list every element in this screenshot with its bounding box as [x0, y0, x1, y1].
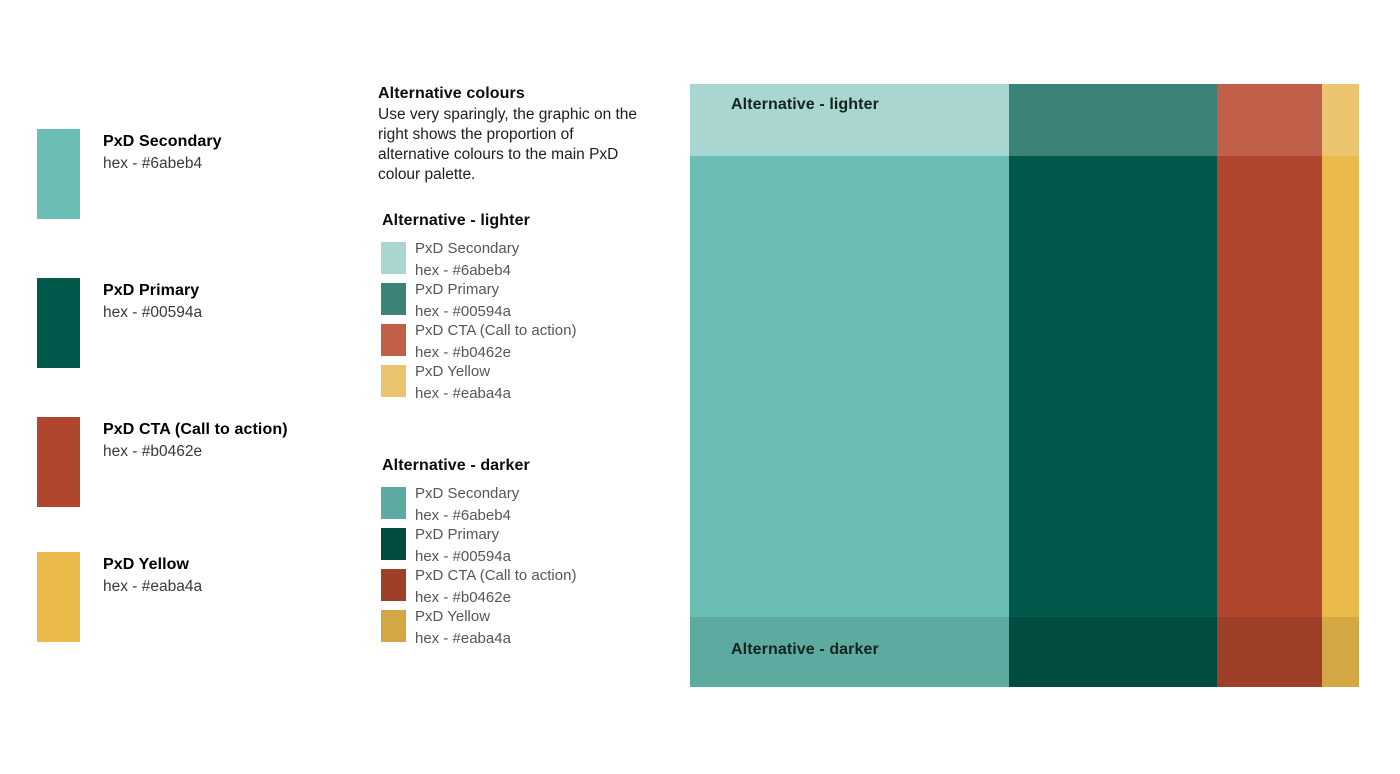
- color-hex: hex - #eaba4a: [103, 578, 203, 595]
- cta-text: PxD CTA (Call to action) hex - #b0462e: [103, 417, 288, 507]
- alternative-lighter-list: PxD Secondary hex - #6abeb4 PxD Primary …: [381, 240, 642, 406]
- color-hex: hex - #00594a: [103, 304, 203, 321]
- yellow-text: PxD Yellow hex - #eaba4a: [103, 552, 202, 642]
- darker-band-label: Alternative - darker: [731, 641, 879, 658]
- alternative-colours-description: Use very sparingly, the graphic on the r…: [378, 106, 638, 183]
- item-text: PxD Primary hex - #00594a: [415, 524, 511, 568]
- color-hex: hex - #6abeb4: [415, 507, 511, 524]
- alternative-lighter-title: Alternative - lighter: [382, 212, 530, 229]
- color-hex: hex - #b0462e: [415, 589, 511, 606]
- color-hex: hex - #b0462e: [415, 344, 511, 361]
- main-color-yellow: PxD Yellow hex - #eaba4a: [37, 552, 202, 642]
- main-color-secondary: PxD Secondary hex - #6abeb4: [37, 129, 222, 219]
- color-name: PxD CTA (Call to action): [103, 421, 288, 438]
- darker-yellow-swatch: [381, 610, 406, 642]
- color-hex: hex - #eaba4a: [415, 385, 511, 402]
- primary-lighter-segment: [1009, 84, 1218, 156]
- proportion-graphic: Alternative - lighter Alternative - dark…: [690, 84, 1359, 687]
- list-item: PxD Primary hex - #00594a: [381, 526, 642, 569]
- color-name: PxD Primary: [415, 281, 500, 298]
- secondary-swatch: [37, 129, 80, 219]
- cta-base-segment: [1217, 156, 1323, 617]
- color-hex: hex - #00594a: [415, 303, 511, 320]
- primary-darker-segment: [1009, 617, 1218, 687]
- yellow-base-segment: [1322, 156, 1359, 617]
- color-hex: hex - #6abeb4: [415, 262, 511, 279]
- yellow-swatch: [37, 552, 80, 642]
- alternative-darker-title: Alternative - darker: [382, 457, 530, 474]
- graphic-column-secondary: [690, 84, 1010, 687]
- yellow-darker-segment: [1322, 617, 1359, 687]
- lighter-band-label: Alternative - lighter: [731, 96, 879, 113]
- color-name: PxD CTA (Call to action): [415, 322, 577, 339]
- item-text: PxD CTA (Call to action) hex - #b0462e: [415, 565, 576, 609]
- list-item: PxD CTA (Call to action) hex - #b0462e: [381, 322, 642, 365]
- lighter-primary-swatch: [381, 283, 406, 315]
- list-item: PxD Yellow hex - #eaba4a: [381, 363, 642, 406]
- secondary-text: PxD Secondary hex - #6abeb4: [103, 129, 222, 219]
- darker-cta-swatch: [381, 569, 406, 601]
- color-name: PxD Yellow: [415, 608, 491, 625]
- secondary-darker-segment: [690, 617, 1010, 687]
- list-item: PxD Primary hex - #00594a: [381, 281, 642, 324]
- item-text: PxD Yellow hex - #eaba4a: [415, 361, 511, 405]
- color-name: PxD Yellow: [103, 556, 190, 573]
- item-text: PxD Primary hex - #00594a: [415, 279, 511, 323]
- lighter-yellow-swatch: [381, 365, 406, 397]
- color-hex: hex - #00594a: [415, 548, 511, 565]
- main-color-primary: PxD Primary hex - #00594a: [37, 278, 202, 368]
- list-item: PxD Secondary hex - #6abeb4: [381, 240, 642, 283]
- primary-base-segment: [1009, 156, 1218, 617]
- secondary-base-segment: [690, 156, 1010, 617]
- graphic-column-cta: [1217, 84, 1323, 687]
- color-name: PxD CTA (Call to action): [415, 567, 577, 584]
- color-name: PxD Yellow: [415, 363, 491, 380]
- color-name: PxD Primary: [103, 282, 200, 299]
- color-name: PxD Primary: [415, 526, 500, 543]
- main-color-cta: PxD CTA (Call to action) hex - #b0462e: [37, 417, 288, 507]
- alternative-colours-header: Alternative colours Use very sparingly, …: [378, 83, 640, 185]
- graphic-column-primary: [1009, 84, 1218, 687]
- alternative-darker-list: PxD Secondary hex - #6abeb4 PxD Primary …: [381, 485, 642, 651]
- darker-primary-swatch: [381, 528, 406, 560]
- color-hex: hex - #b0462e: [103, 443, 203, 460]
- color-hex: hex - #eaba4a: [415, 630, 511, 647]
- graphic-column-yellow: [1322, 84, 1359, 687]
- darker-secondary-swatch: [381, 487, 406, 519]
- color-name: PxD Secondary: [415, 240, 520, 257]
- secondary-lighter-segment: [690, 84, 1010, 156]
- alternative-darker-section: Alternative - darker PxD Secondary hex -…: [381, 457, 642, 651]
- alternative-colours-title: Alternative colours: [378, 85, 525, 102]
- item-text: PxD Secondary hex - #6abeb4: [415, 483, 519, 527]
- list-item: PxD Yellow hex - #eaba4a: [381, 608, 642, 651]
- list-item: PxD CTA (Call to action) hex - #b0462e: [381, 567, 642, 610]
- primary-swatch: [37, 278, 80, 368]
- color-hex: hex - #6abeb4: [103, 155, 203, 172]
- yellow-lighter-segment: [1322, 84, 1359, 156]
- color-name: PxD Secondary: [103, 133, 222, 150]
- item-text: PxD Secondary hex - #6abeb4: [415, 238, 519, 282]
- lighter-cta-swatch: [381, 324, 406, 356]
- lighter-secondary-swatch: [381, 242, 406, 274]
- alternative-lighter-section: Alternative - lighter PxD Secondary hex …: [381, 212, 642, 406]
- item-text: PxD Yellow hex - #eaba4a: [415, 606, 511, 650]
- cta-darker-segment: [1217, 617, 1323, 687]
- color-name: PxD Secondary: [415, 485, 520, 502]
- cta-lighter-segment: [1217, 84, 1323, 156]
- item-text: PxD CTA (Call to action) hex - #b0462e: [415, 320, 576, 364]
- cta-swatch: [37, 417, 80, 507]
- list-item: PxD Secondary hex - #6abeb4: [381, 485, 642, 528]
- primary-text: PxD Primary hex - #00594a: [103, 278, 202, 368]
